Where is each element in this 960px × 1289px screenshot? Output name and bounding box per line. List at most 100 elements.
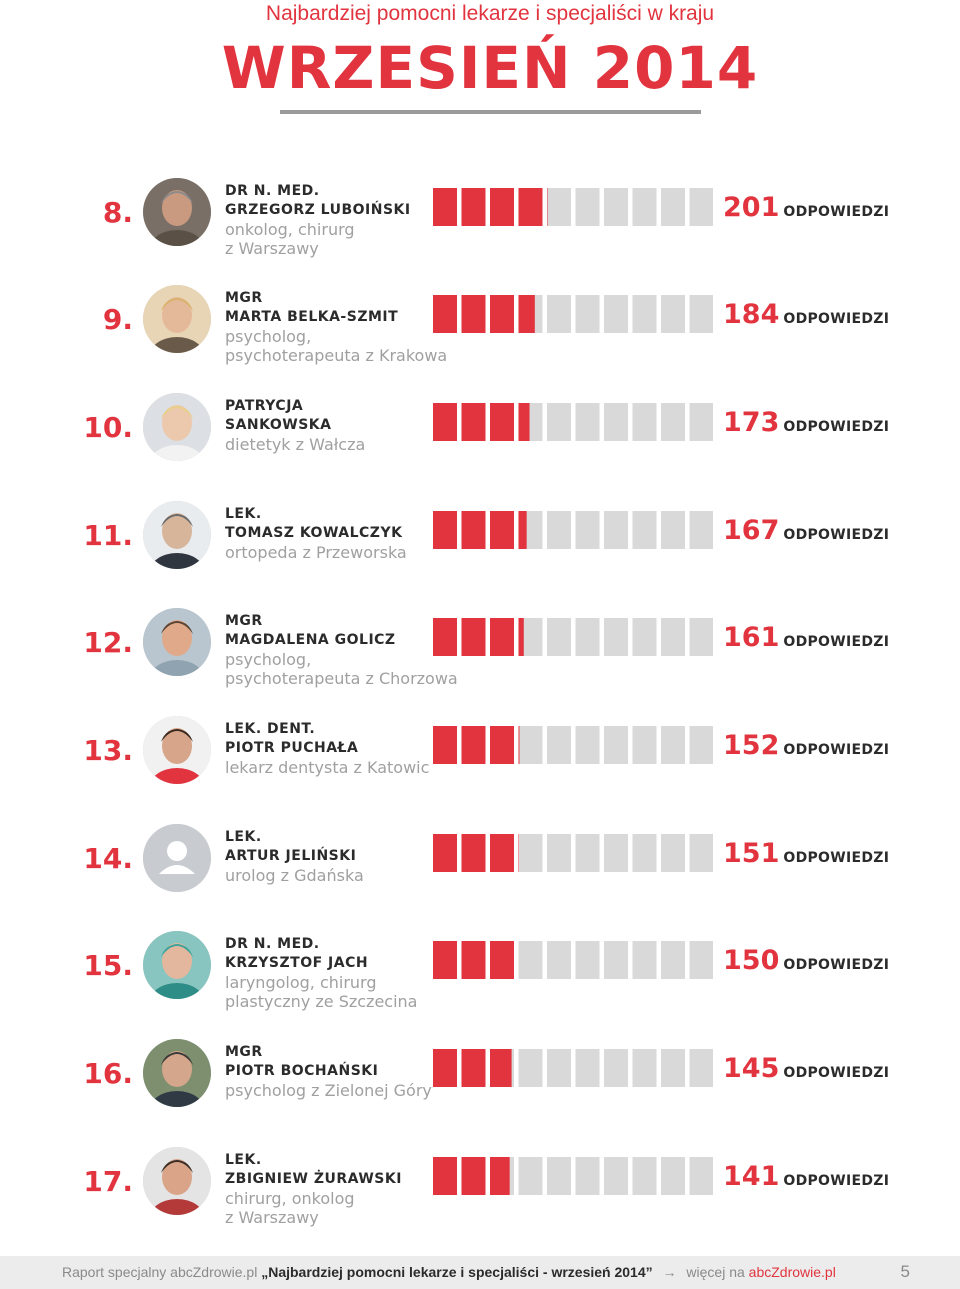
data-label: 167 bbox=[723, 515, 780, 546]
bar-segment-empty bbox=[661, 941, 685, 979]
bar-chart-svg bbox=[433, 726, 714, 764]
response-bar bbox=[433, 1049, 714, 1087]
bar-segment-empty bbox=[518, 941, 543, 979]
bar-segment-empty bbox=[689, 188, 714, 226]
bar-segment-empty bbox=[632, 403, 657, 441]
bar-segment-filled bbox=[461, 941, 486, 979]
ranking-row: 15. DR N. MED. KRZYSZTOF JACH laryngolog, c… bbox=[0, 931, 960, 1031]
page-number: 5 bbox=[900, 1262, 910, 1281]
bar-segment-empty bbox=[518, 834, 543, 872]
data-label: 145 bbox=[723, 1053, 780, 1084]
bar-segment-filled bbox=[433, 834, 457, 872]
bar-segment-filled bbox=[518, 726, 520, 764]
avatar bbox=[143, 393, 211, 461]
bar-segment-empty bbox=[632, 511, 657, 549]
bar-segment-empty bbox=[689, 1049, 714, 1087]
response-bar bbox=[433, 403, 714, 441]
footer-prefix: Raport specjalny abcZdrowie.pl bbox=[62, 1264, 258, 1280]
doctor-name: KRZYSZTOF JACH bbox=[225, 955, 369, 971]
response-count: 173 ODPOWIEDZI bbox=[723, 407, 889, 438]
doctor-info: MGR PIOTR BOCHAŃSKI psycholog z Zielonej G… bbox=[225, 1043, 475, 1100]
page-title: WRZESIEŃ 2014 bbox=[221, 34, 759, 102]
doctor-info: MGR MAGDALENA GOLICZ psycholog, psychotera… bbox=[225, 612, 475, 688]
bar-segment-filled bbox=[433, 726, 457, 764]
bar-segment-filled bbox=[461, 403, 486, 441]
footer-site-link[interactable]: abcZdrowie.pl bbox=[748, 1264, 836, 1280]
rank-number: 17. bbox=[83, 1165, 133, 1198]
bar-segment-filled bbox=[433, 1157, 457, 1195]
bar-segment-empty bbox=[661, 1157, 685, 1195]
count-suffix: ODPOWIEDZI bbox=[783, 957, 890, 973]
bar-segment-filled bbox=[490, 511, 514, 549]
doctor-specialty: chirurg, onkolog z Warszawy bbox=[225, 1189, 355, 1227]
footer-report-title: „Najbardziej pomocni lekarze i specjaliś… bbox=[261, 1264, 653, 1280]
data-label: 173 bbox=[723, 407, 780, 438]
bar-segment-empty bbox=[632, 295, 657, 333]
bar-segment-filled bbox=[461, 834, 486, 872]
data-label: 152 bbox=[723, 730, 780, 761]
bar-chart-svg bbox=[433, 295, 714, 333]
footer-more: więcej na bbox=[686, 1264, 745, 1280]
doctor-info: PATRYCJA SANKOWSKA dietetyk z Wałcza bbox=[225, 397, 475, 454]
bar-segment-empty bbox=[689, 1157, 714, 1195]
rank-number: 14. bbox=[83, 842, 133, 875]
ranking-row: 8. DR N. MED. GRZEGORZ LUBOIŃSKI onkolog, c… bbox=[0, 178, 960, 278]
rank-number: 12. bbox=[83, 626, 133, 659]
bar-segment-filled bbox=[433, 295, 457, 333]
bar-segment-filled bbox=[461, 618, 486, 656]
bar-segment-filled bbox=[461, 1049, 486, 1087]
bar-segment-empty bbox=[689, 511, 714, 549]
data-label: 184 bbox=[723, 299, 780, 330]
ranking-list: 8. DR N. MED. GRZEGORZ LUBOIŃSKI onkolog, c… bbox=[0, 178, 960, 1247]
response-bar bbox=[433, 295, 714, 333]
response-count: 141 ODPOWIEDZI bbox=[723, 1161, 889, 1192]
bar-segment-filled bbox=[518, 618, 524, 656]
bar-segment-empty bbox=[632, 1157, 657, 1195]
bar-segment-empty bbox=[632, 834, 657, 872]
response-bar bbox=[433, 726, 714, 764]
data-label: 151 bbox=[723, 838, 780, 869]
bar-chart-svg bbox=[433, 188, 714, 226]
doctor-degree: LEK. bbox=[225, 829, 262, 845]
avatar bbox=[143, 716, 211, 784]
doctor-name: GRZEGORZ LUBOIŃSKI bbox=[225, 202, 411, 218]
doctor-specialty: psycholog z Zielonej Góry bbox=[225, 1081, 432, 1100]
title-underline bbox=[280, 110, 701, 114]
bar-segment-empty bbox=[547, 726, 571, 764]
doctor-name: MAGDALENA GOLICZ bbox=[225, 632, 396, 648]
bar-segment-filled bbox=[490, 726, 514, 764]
doctor-specialty: ortopeda z Przeworska bbox=[225, 543, 407, 562]
bar-segment-filled bbox=[490, 188, 514, 226]
bar-segment-empty bbox=[632, 941, 657, 979]
doctor-specialty: dietetyk z Wałcza bbox=[225, 435, 366, 454]
doctor-info: DR N. MED. KRZYSZTOF JACH laryngolog, chir… bbox=[225, 935, 475, 1011]
doctor-degree: LEK. DENT. bbox=[225, 721, 316, 737]
response-bar bbox=[433, 618, 714, 656]
doctor-specialty: psycholog, psychoterapeuta z Chorzowa bbox=[225, 650, 458, 688]
bar-segment-filled bbox=[461, 295, 486, 333]
bar-segment-empty bbox=[604, 511, 628, 549]
bar-segment-filled bbox=[518, 511, 527, 549]
bar-segment-empty bbox=[689, 295, 714, 333]
doctor-name: PIOTR PUCHAŁA bbox=[225, 740, 359, 756]
bar-chart-svg bbox=[433, 834, 714, 872]
ranking-row: 13. LEK. DENT. PIOTR PUCHAŁA lekarz dentyst… bbox=[0, 716, 960, 816]
bar-segment-empty bbox=[575, 941, 600, 979]
doctor-degree: LEK. bbox=[225, 1152, 262, 1168]
ranking-row: 10. PATRYCJA SANKOWSKA dietetyk z Wałcza 173… bbox=[0, 393, 960, 493]
data-label: 141 bbox=[723, 1161, 780, 1192]
bar-chart-svg bbox=[433, 1049, 714, 1087]
bar-segment-filled bbox=[490, 1157, 510, 1195]
ranking-row: 9. MGR MARTA BELKA-SZMIT psycholog, psychot… bbox=[0, 285, 960, 385]
bar-segment-empty bbox=[575, 834, 600, 872]
response-bar bbox=[433, 511, 714, 549]
response-count: 151 ODPOWIEDZI bbox=[723, 838, 889, 869]
bar-segment-filled bbox=[518, 188, 543, 226]
doctor-specialty: lekarz dentysta z Katowic bbox=[225, 758, 430, 777]
bar-segment-filled bbox=[490, 1049, 512, 1087]
bar-segment-empty bbox=[575, 618, 600, 656]
bar-chart-svg bbox=[433, 618, 714, 656]
ranking-row: 17. LEK. ZBIGNIEW ŻURAWSKI chirurg, onkolog… bbox=[0, 1147, 960, 1247]
bar-segment-filled bbox=[433, 1049, 457, 1087]
doctor-specialty: onkolog, chirurg z Warszawy bbox=[225, 220, 355, 258]
